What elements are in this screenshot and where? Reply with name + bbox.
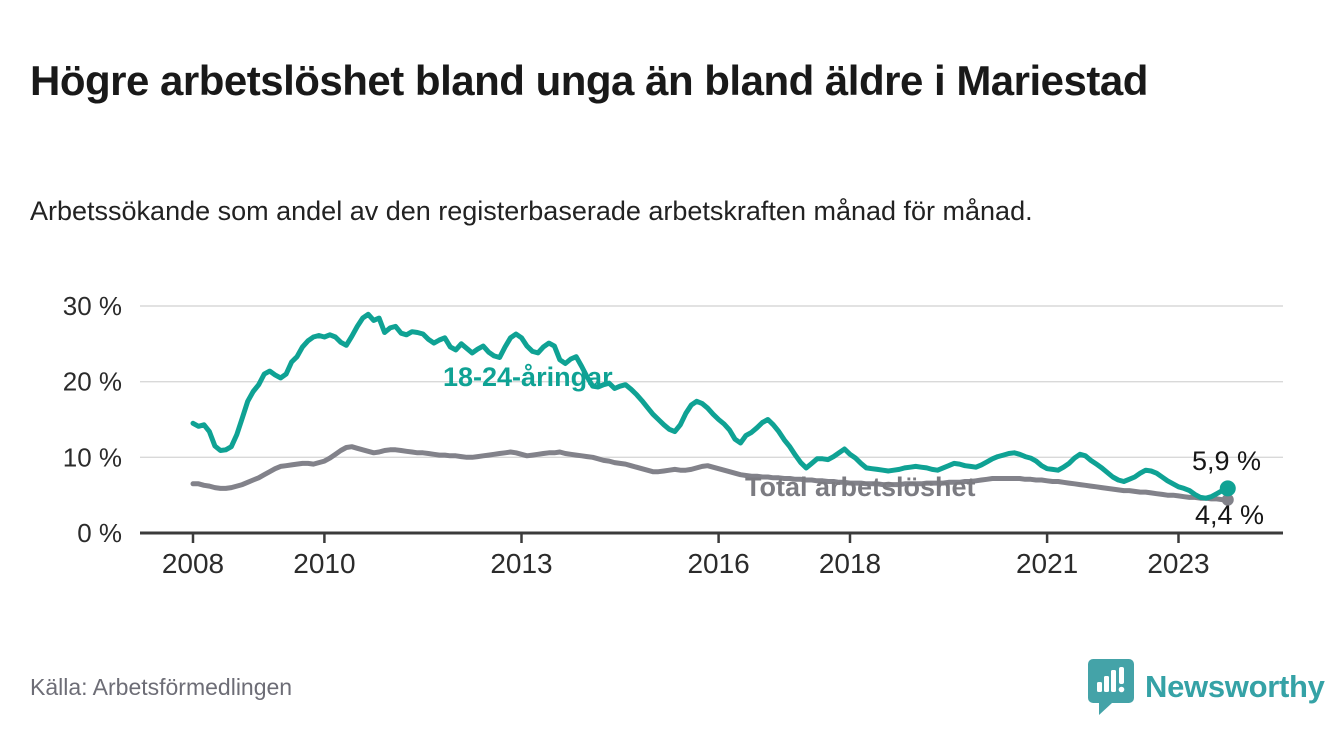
page-title: Högre arbetslöshet bland unga än bland ä… [30,57,1148,105]
newsworthy-logo: Newsworthy [1088,658,1325,716]
series-label-total: Total arbetslöshet [745,472,976,502]
series-label-young: 18-24-åringar [443,362,613,392]
x-axis-label: 2016 [687,548,749,579]
end-dot-young [1219,480,1236,497]
newsworthy-logo-text: Newsworthy [1145,669,1325,704]
y-axis-label: 20 % [63,367,122,397]
x-axis-label: 2013 [490,548,552,579]
series-line-young [190,311,1231,501]
source-note: Källa: Arbetsförmedlingen [30,674,293,700]
y-axis-label: 10 % [63,442,122,472]
x-axis-label: 2021 [1016,548,1078,579]
series-line-total [190,444,1231,503]
y-axis-label: 0 % [77,518,122,548]
x-axis-label: 2023 [1147,548,1209,579]
y-axis-label: 30 % [63,291,122,321]
end-value-label-total: 4,4 % [1195,500,1265,530]
page-subtitle: Arbetssökande som andel av den registerb… [30,196,1033,226]
x-axis-label: 2018 [819,548,881,579]
newsworthy-logo-icon [1088,659,1134,715]
end-value-label-young: 5,9 % [1192,446,1262,476]
end-dot-total [1221,493,1234,506]
x-axis-label: 2008 [162,548,224,579]
x-axis-label: 2010 [293,548,355,579]
